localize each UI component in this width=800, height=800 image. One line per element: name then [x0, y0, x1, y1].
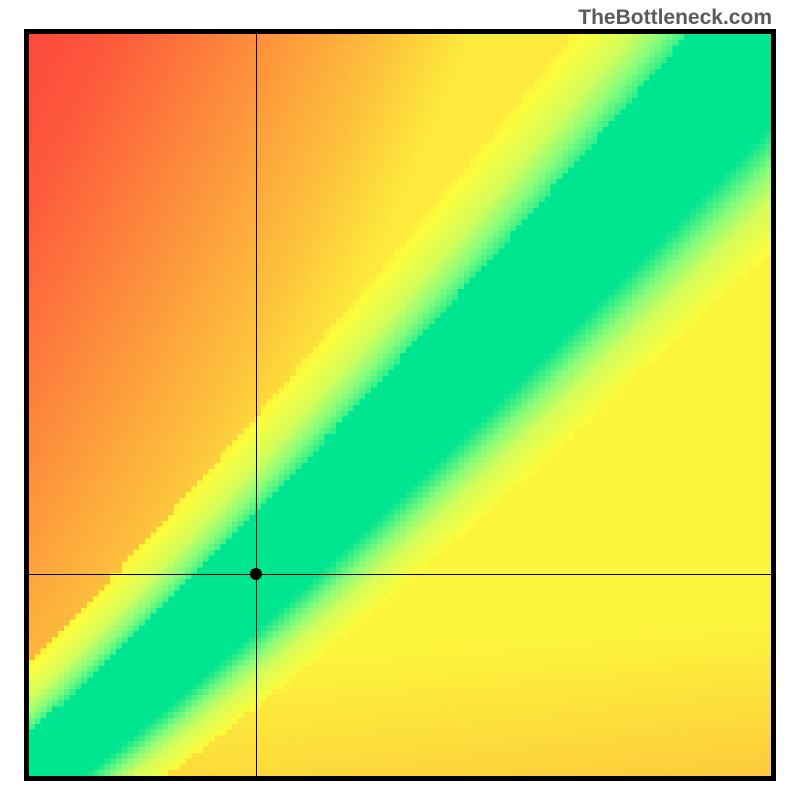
chart-container: TheBottleneck.com — [0, 0, 800, 800]
watermark-text: TheBottleneck.com — [578, 6, 772, 30]
crosshair-vertical — [256, 34, 257, 776]
crosshair-horizontal — [29, 574, 771, 575]
heatmap-canvas — [29, 34, 771, 776]
